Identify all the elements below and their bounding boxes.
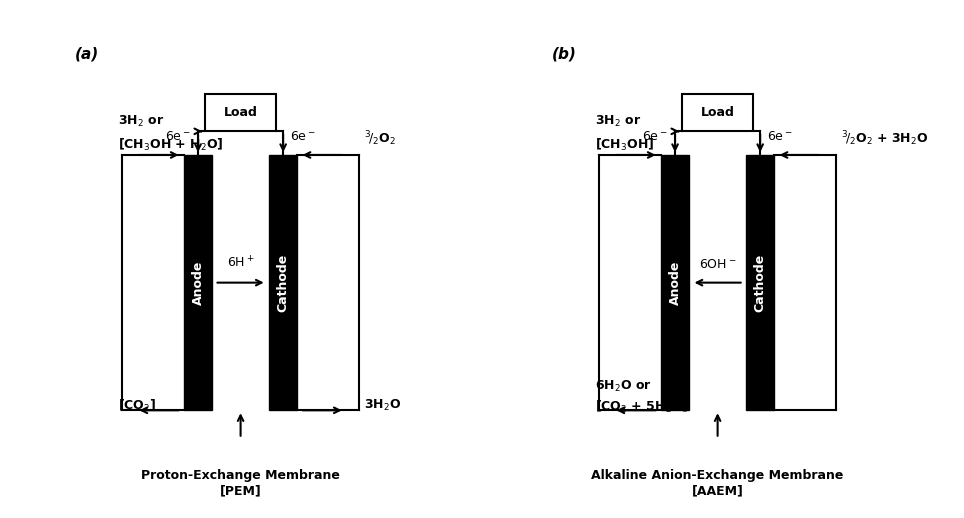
Text: 6e$^-$: 6e$^-$ (767, 130, 793, 143)
Bar (683, 94, 753, 132)
Text: 3H$_2$ or: 3H$_2$ or (595, 114, 641, 129)
Text: [CH$_3$OH]: [CH$_3$OH] (595, 137, 654, 153)
Text: Cathode: Cathode (277, 253, 289, 312)
Text: 3H$_2$ or: 3H$_2$ or (118, 114, 164, 129)
Text: Anode: Anode (669, 261, 682, 305)
Text: 6e$^-$: 6e$^-$ (165, 130, 191, 143)
Text: 6H$^+$: 6H$^+$ (227, 255, 254, 271)
Bar (269, 155, 297, 410)
Text: (b): (b) (552, 46, 577, 61)
Text: [CO$_2$ + 5H$_2$O]: [CO$_2$ + 5H$_2$O] (595, 399, 688, 415)
Text: 6OH$^-$: 6OH$^-$ (699, 258, 736, 271)
Text: [CO$_2$]: [CO$_2$] (118, 397, 156, 414)
Text: (a): (a) (75, 46, 99, 61)
Text: [CH$_3$OH + H$_2$O]: [CH$_3$OH + H$_2$O] (118, 137, 224, 153)
Text: Anode: Anode (192, 261, 204, 305)
Text: Cathode: Cathode (754, 253, 766, 312)
Bar (746, 155, 774, 410)
Text: 6e$^-$: 6e$^-$ (642, 130, 668, 143)
Bar (661, 155, 689, 410)
Text: Alkaline Anion-Exchange Membrane
[AAEM]: Alkaline Anion-Exchange Membrane [AAEM] (592, 469, 844, 497)
Text: Load: Load (701, 106, 735, 119)
Bar (205, 94, 276, 132)
Text: $^3\!/_2$O$_2$ + 3H$_2$O: $^3\!/_2$O$_2$ + 3H$_2$O (841, 129, 928, 148)
Text: Proton-Exchange Membrane
[PEM]: Proton-Exchange Membrane [PEM] (141, 469, 340, 497)
Bar (184, 155, 212, 410)
Text: Load: Load (224, 106, 257, 119)
Text: 3H$_2$O: 3H$_2$O (363, 398, 401, 413)
Text: $^3\!/_2$O$_2$: $^3\!/_2$O$_2$ (363, 129, 395, 148)
Text: 6H$_2$O or: 6H$_2$O or (595, 379, 652, 394)
Text: 6e$^-$: 6e$^-$ (290, 130, 316, 143)
